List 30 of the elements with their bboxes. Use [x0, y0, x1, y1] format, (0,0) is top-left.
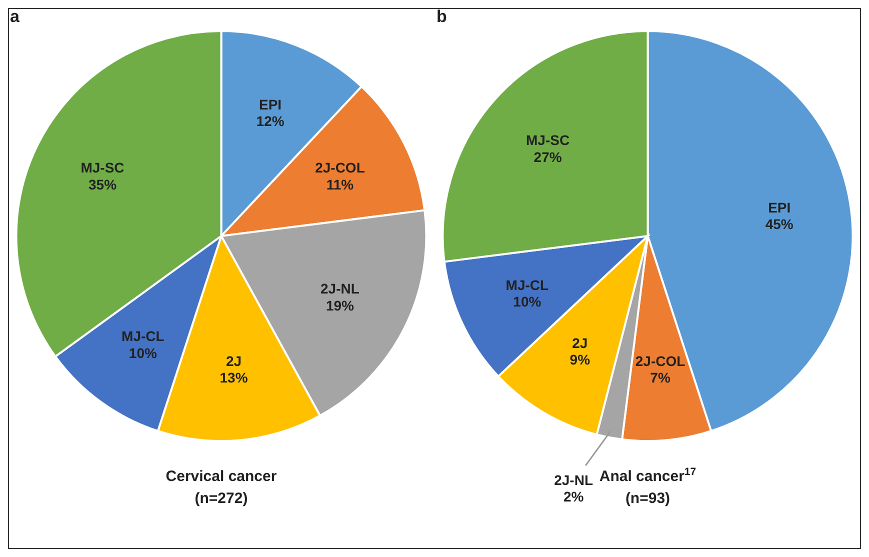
- data-label: 2%: [563, 488, 584, 505]
- slice-label: 2J-COL: [315, 160, 366, 176]
- data-label: 9%: [570, 352, 591, 368]
- slice-label: MJ-CL: [506, 276, 550, 293]
- slice-label: 2J-COL: [635, 352, 686, 369]
- slice-label: 2J: [572, 334, 588, 351]
- data-label: 7%: [650, 370, 671, 386]
- slice-label: 2J-NL: [320, 280, 360, 297]
- data-label: 13%: [220, 370, 248, 386]
- slice-label: 2J: [226, 352, 242, 369]
- data-label: 12%: [256, 113, 285, 130]
- text: b: [436, 7, 447, 26]
- slice-label: EPI: [768, 199, 791, 216]
- text: (n=272): [194, 490, 248, 507]
- text: Cervical cancer: [166, 468, 277, 485]
- slice-label: MJ-SC: [80, 160, 124, 176]
- text: (n=93): [625, 490, 670, 507]
- slice-label: 2J-NL: [554, 472, 594, 488]
- data-label: 10%: [513, 294, 542, 310]
- data-label: 10%: [128, 344, 158, 361]
- data-label: 35%: [88, 176, 118, 193]
- text: Anal cancer$^{17}$: [599, 466, 696, 485]
- slice-label: EPI: [259, 96, 282, 112]
- slice-label: MJ-CL: [122, 328, 165, 344]
- slice-label: MJ-SC: [526, 132, 570, 148]
- data-label: 19%: [326, 297, 355, 314]
- text: a: [10, 7, 20, 26]
- data-label: 11%: [326, 176, 354, 193]
- data-label: 45%: [765, 216, 794, 232]
- data-label: 27%: [534, 148, 562, 165]
